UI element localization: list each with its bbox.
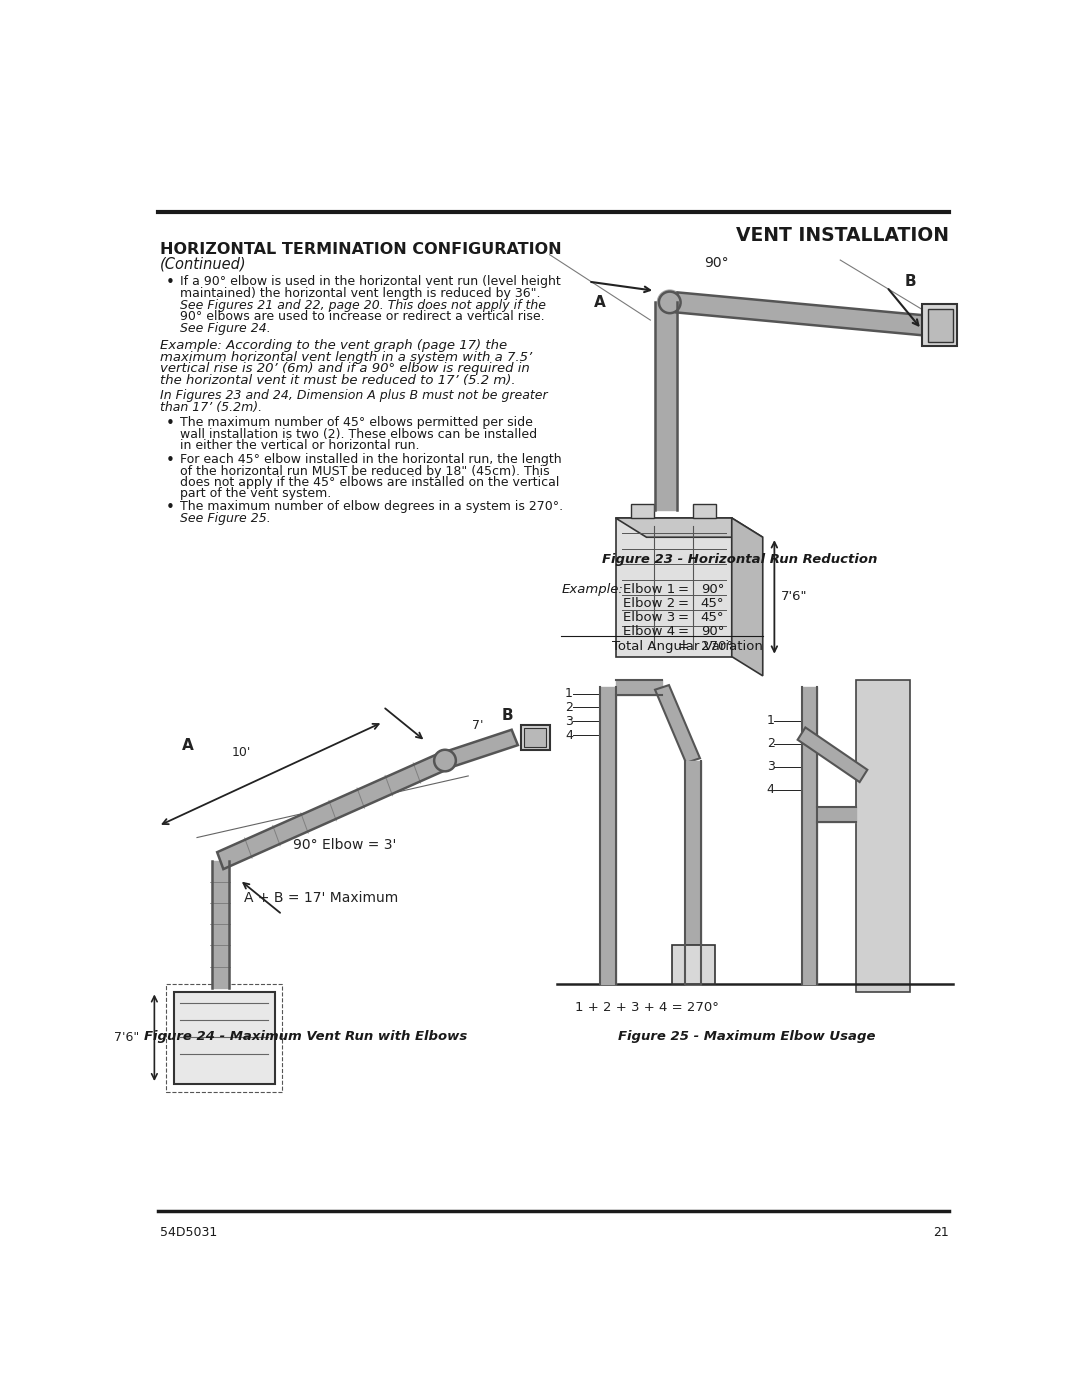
Text: 90° elbows are used to increase or redirect a vertical rise.: 90° elbows are used to increase or redir… (180, 310, 544, 323)
Text: (Continued): (Continued) (160, 257, 246, 272)
Text: than 17’ (5.2m).: than 17’ (5.2m). (160, 401, 262, 414)
Text: =: = (677, 584, 689, 597)
Text: wall installation is two (2). These elbows can be installed: wall installation is two (2). These elbo… (180, 427, 537, 440)
Text: 7'6": 7'6" (781, 591, 807, 604)
Text: 7'6": 7'6" (113, 1031, 139, 1044)
Text: 21: 21 (933, 1227, 948, 1239)
Polygon shape (732, 518, 762, 676)
Text: maximum horizontal vent length in a system with a 7.5’: maximum horizontal vent length in a syst… (160, 351, 532, 363)
Text: 3: 3 (767, 760, 774, 773)
Text: 45°: 45° (701, 610, 725, 624)
Bar (855, 680, 910, 992)
Text: =: = (677, 624, 689, 638)
Bar (524, 728, 545, 746)
Text: For each 45° elbow installed in the horizontal run, the length: For each 45° elbow installed in the hori… (180, 453, 562, 467)
Text: Example: According to the vent graph (page 17) the: Example: According to the vent graph (pa… (160, 338, 507, 352)
Text: See Figures 21 and 22, page 20. This does not apply if the: See Figures 21 and 22, page 20. This doe… (180, 299, 546, 312)
Text: the horizontal vent it must be reduced to 17’ (5.2 m).: the horizontal vent it must be reduced t… (160, 374, 515, 387)
Text: Figure 24 - Maximum Vent Run with Elbows: Figure 24 - Maximum Vent Run with Elbows (144, 1030, 468, 1044)
Circle shape (434, 750, 456, 771)
Polygon shape (656, 685, 700, 763)
Text: maintained) the horizontal vent length is reduced by 36".: maintained) the horizontal vent length i… (180, 286, 540, 300)
Polygon shape (616, 518, 732, 657)
Bar (693, 504, 716, 518)
Text: Elbow 3: Elbow 3 (623, 610, 675, 624)
Polygon shape (676, 292, 927, 335)
Bar (928, 309, 954, 342)
Text: does not apply if the 45° elbows are installed on the vertical: does not apply if the 45° elbows are ins… (180, 476, 559, 489)
Text: B: B (904, 274, 916, 289)
Text: A: A (594, 295, 606, 310)
Text: 4: 4 (767, 784, 774, 796)
Circle shape (658, 291, 683, 314)
Text: 7': 7' (472, 719, 484, 732)
Text: B: B (501, 708, 513, 724)
Text: VENT INSTALLATION: VENT INSTALLATION (735, 226, 948, 244)
Text: =: = (677, 598, 689, 610)
Bar (166, 983, 282, 1091)
Bar (521, 725, 551, 750)
Circle shape (659, 292, 680, 313)
Text: 90°: 90° (701, 584, 724, 597)
Text: Figure 23 - Horizontal Run Reduction: Figure 23 - Horizontal Run Reduction (602, 553, 877, 566)
Text: part of the vent system.: part of the vent system. (180, 488, 332, 500)
Text: •: • (166, 500, 175, 515)
Text: of the horizontal run MUST be reduced by 18" (45cm). This: of the horizontal run MUST be reduced by… (180, 465, 550, 478)
Text: A: A (181, 738, 193, 753)
Bar (921, 305, 957, 346)
Text: •: • (166, 275, 175, 291)
Text: Example:: Example: (562, 584, 623, 597)
Text: 90°: 90° (701, 624, 724, 638)
Text: 1: 1 (565, 687, 573, 700)
Bar (672, 946, 715, 983)
Text: See Figure 25.: See Figure 25. (180, 511, 271, 525)
Text: 1 + 2 + 3 + 4 = 270°: 1 + 2 + 3 + 4 = 270° (575, 1000, 718, 1014)
Text: See Figure 24.: See Figure 24. (180, 321, 271, 335)
Text: 3: 3 (565, 715, 573, 728)
Text: vertical rise is 20’ (6m) and if a 90° elbow is required in: vertical rise is 20’ (6m) and if a 90° e… (160, 362, 529, 376)
Text: 90°: 90° (704, 256, 729, 270)
Text: Elbow 1: Elbow 1 (623, 584, 675, 597)
Text: 45°: 45° (701, 598, 725, 610)
Text: •: • (166, 416, 175, 432)
Polygon shape (442, 729, 517, 768)
Text: In Figures 23 and 24, Dimension A plus B must not be greater: In Figures 23 and 24, Dimension A plus B… (160, 390, 548, 402)
Text: 2: 2 (565, 701, 573, 714)
Text: Figure 25 - Maximum Elbow Usage: Figure 25 - Maximum Elbow Usage (619, 1030, 876, 1044)
Text: 2: 2 (767, 738, 774, 750)
Text: Elbow 4: Elbow 4 (623, 624, 675, 638)
Text: 54D5031: 54D5031 (160, 1227, 217, 1239)
Text: Total Angular Variation: Total Angular Variation (611, 640, 762, 652)
Text: =: = (677, 610, 689, 624)
Text: 10': 10' (232, 746, 252, 760)
Text: The maximum number of elbow degrees in a system is 270°.: The maximum number of elbow degrees in a… (180, 500, 563, 513)
Text: A + B = 17' Maximum: A + B = 17' Maximum (244, 891, 399, 905)
Text: 270°: 270° (701, 640, 732, 652)
Text: HORIZONTAL TERMINATION CONFIGURATION: HORIZONTAL TERMINATION CONFIGURATION (160, 242, 562, 257)
Text: Elbow 2: Elbow 2 (623, 598, 675, 610)
Text: 1: 1 (767, 714, 774, 726)
Text: 4: 4 (565, 729, 573, 742)
Text: in either the vertical or horizontal run.: in either the vertical or horizontal run… (180, 439, 419, 453)
Text: =: = (677, 640, 689, 652)
Text: •: • (166, 453, 175, 468)
Polygon shape (616, 518, 762, 538)
Bar (631, 504, 654, 518)
Bar (174, 992, 274, 1084)
Polygon shape (798, 728, 867, 782)
Polygon shape (217, 752, 448, 869)
Text: The maximum number of 45° elbows permitted per side: The maximum number of 45° elbows permitt… (180, 416, 532, 429)
Text: 90° Elbow = 3': 90° Elbow = 3' (293, 838, 396, 852)
Text: If a 90° elbow is used in the horizontal vent run (level height: If a 90° elbow is used in the horizontal… (180, 275, 561, 288)
